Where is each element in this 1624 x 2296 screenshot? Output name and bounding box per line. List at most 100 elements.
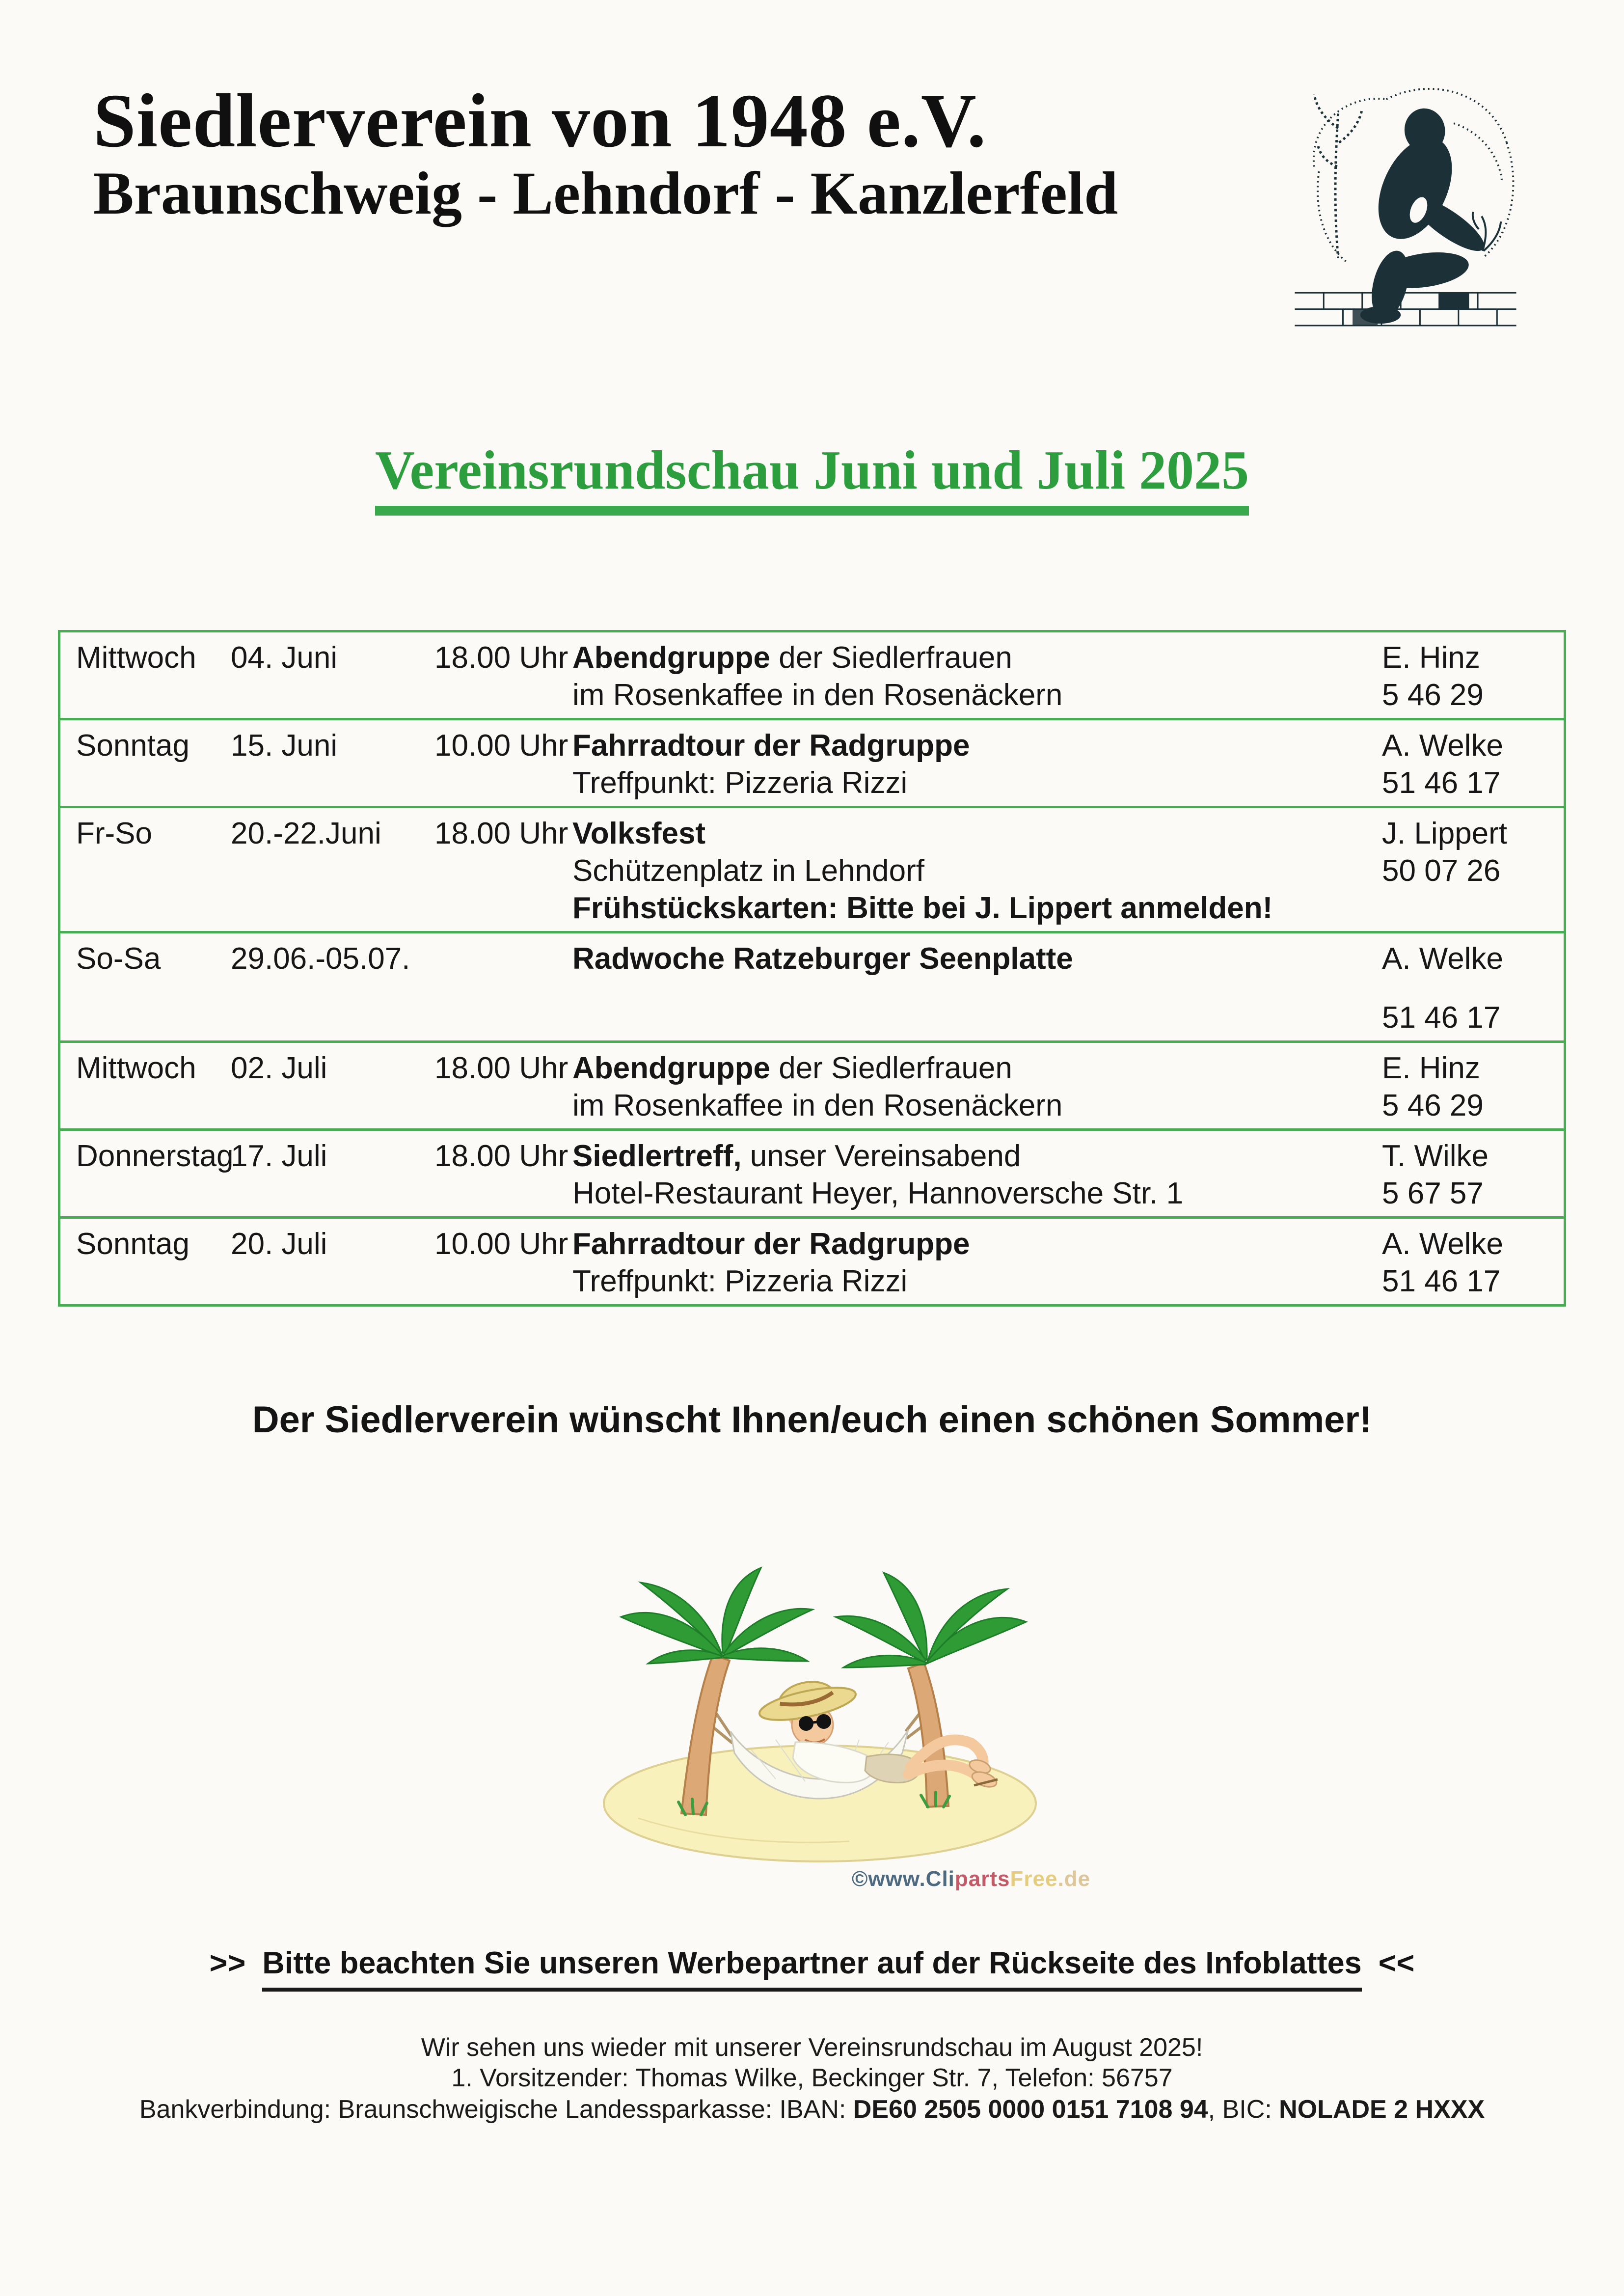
- event-time: 18.00 Uhr: [434, 1139, 568, 1173]
- events-table: Mittwoch 04. Juni 18.00 Uhr Abendgruppe der…: [58, 630, 1566, 1307]
- contact-phone: 51 46 17: [1382, 1264, 1501, 1298]
- event-description-line: Treffpunkt: Pizzeria Rizzi: [572, 765, 1382, 802]
- event-day: Mittwoch: [76, 641, 196, 675]
- event-time: [434, 940, 572, 1037]
- clipart-watermark: ©www.ClipartsFree.de: [852, 1867, 1090, 1891]
- event-description: Radwoche Ratzeburger Seenplatte: [572, 940, 1382, 1037]
- text-segment: Frühstückskarten: Bitte bei J. Lippert a…: [572, 891, 1273, 925]
- event-contact: E. Hinz 5 46 29: [1382, 1050, 1564, 1124]
- event-contact: A. Welke 51 46 17: [1382, 940, 1564, 1037]
- text-segment: Fahrradtour der Radgruppe: [572, 1227, 970, 1261]
- event-description: Volksfest Schützenplatz in Lehndorf Frühst…: [572, 815, 1382, 927]
- event-description: Abendgruppe der Siedlerfrauen im Rosenkaf…: [572, 639, 1382, 714]
- event-description: Abendgruppe der Siedlerfrauen im Rosenkaf…: [572, 1050, 1382, 1124]
- text-segment: Fahrradtour der Radgruppe: [572, 729, 970, 763]
- text-segment: Treffpunkt: Pizzeria Rizzi: [572, 1264, 908, 1298]
- event-description-line: Volksfest: [572, 815, 1382, 852]
- newsletter-title: Vereinsrundschau Juni und Juli 2025: [375, 443, 1249, 516]
- notice-text: Bitte beachten Sie unseren Werbepartner …: [262, 1945, 1362, 1992]
- event-day: Mittwoch: [76, 1051, 196, 1085]
- text-segment: Radwoche Ratzeburger Seenplatte: [572, 942, 1073, 976]
- text-segment: .de: [1057, 1867, 1091, 1891]
- event-description-line: Fahrradtour der Radgruppe: [572, 1226, 1382, 1263]
- text-segment: unser Vereinsabend: [741, 1139, 1021, 1173]
- text-segment: NOLADE 2 HXXX: [1279, 2095, 1485, 2124]
- text-segment: DE60 2505 0000 0151 7108 94: [853, 2095, 1208, 2124]
- text-segment: Volksfest: [572, 817, 706, 850]
- contact-name: A. Welke: [1382, 1227, 1503, 1261]
- footer-line-1: Wir sehen uns wieder mit unserer Vereins…: [421, 2033, 1203, 2062]
- event-description-line: im Rosenkaffee in den Rosenäckern: [572, 1087, 1382, 1124]
- event-contact: T. Wilke 5 67 57: [1382, 1138, 1564, 1212]
- event-date: 04. Juni: [231, 641, 338, 675]
- event-date: 15. Juni: [231, 729, 338, 763]
- event-description-line: Siedlertreff, unser Vereinsabend: [572, 1138, 1382, 1175]
- event-contact: E. Hinz 5 46 29: [1382, 639, 1564, 714]
- event-description: Siedlertreff, unser Vereinsabend Hotel-Re…: [572, 1138, 1382, 1212]
- event-description-line: Hotel-Restaurant Heyer, Hannoversche Str…: [572, 1175, 1382, 1212]
- event-description: Fahrradtour der Radgruppe Treffpunkt: Piz…: [572, 1226, 1382, 1300]
- contact-phone: 51 46 17: [1382, 766, 1501, 800]
- text-segment: der Siedlerfrauen: [770, 641, 1012, 675]
- text-segment: im Rosenkaffee in den Rosenäckern: [572, 1089, 1063, 1122]
- event-row: Fr-So 20.-22.Juni 18.00 Uhr Volksfest Schütz…: [60, 806, 1564, 931]
- contact-phone: 5 46 29: [1382, 678, 1484, 712]
- event-day: Donnerstag: [76, 1139, 234, 1173]
- event-description-line: Schützenplatz in Lehndorf: [572, 852, 1382, 890]
- text-segment: Hotel-Restaurant Heyer, Hannoversche Str…: [572, 1176, 1184, 1210]
- footer-line-bank: Bankverbindung: Braunschweigische Landes…: [0, 2095, 1624, 2124]
- event-contact: A. Welke 51 46 17: [1382, 727, 1564, 802]
- event-date: 17. Juli: [231, 1139, 327, 1173]
- text-segment: Free: [1010, 1867, 1058, 1891]
- contact-name: E. Hinz: [1382, 1051, 1480, 1085]
- event-contact: J. Lippert 50 07 26: [1382, 815, 1564, 927]
- event-day: Sonntag: [76, 729, 189, 763]
- text-segment: Siedlertreff,: [572, 1139, 742, 1173]
- event-description-line: im Rosenkaffee in den Rosenäckern: [572, 677, 1382, 714]
- event-row: Sonntag 20. Juli 10.00 Uhr Fahrradtour der …: [60, 1216, 1564, 1304]
- text-segment: parts: [954, 1867, 1010, 1891]
- event-row: Donnerstag 17. Juli 18.00 Uhr Siedlertreff,…: [60, 1128, 1564, 1216]
- contact-phone: 5 46 29: [1382, 1089, 1484, 1122]
- contact-name: A. Welke: [1382, 729, 1503, 763]
- event-description-line: Treffpunkt: Pizzeria Rizzi: [572, 1263, 1382, 1300]
- summer-message: Der Siedlerverein wünscht Ihnen/euch ein…: [252, 1399, 1372, 1441]
- event-time: 18.00 Uhr: [434, 1051, 568, 1085]
- contact-name: E. Hinz: [1382, 641, 1480, 675]
- club-subtitle: Braunschweig - Lehndorf - Kanzlerfeld: [93, 160, 1118, 227]
- event-description-line: Fahrradtour der Radgruppe: [572, 727, 1382, 765]
- text-segment: , BIC:: [1208, 2095, 1279, 2124]
- event-date: 29.06.-05.07.: [231, 942, 410, 976]
- notice-arrows-right: <<: [1378, 1946, 1415, 1980]
- event-row: Mittwoch 04. Juni 18.00 Uhr Abendgruppe der…: [60, 632, 1564, 718]
- notice-line: >> Bitte beachten Sie unseren Werbepartne…: [0, 1945, 1624, 1992]
- contact-name: T. Wilke: [1382, 1139, 1489, 1173]
- footer-line-2: 1. Vorsitzender: Thomas Wilke, Beckinger…: [451, 2064, 1173, 2092]
- text-segment: Abendgruppe: [572, 641, 770, 675]
- event-day: Sonntag: [76, 1227, 189, 1261]
- text-segment: ©www.Cli: [852, 1867, 955, 1891]
- event-date: 20.-22.Juni: [231, 817, 381, 850]
- event-time: 10.00 Uhr: [434, 1227, 568, 1261]
- contact-phone: 5 67 57: [1382, 1176, 1484, 1210]
- event-time: 10.00 Uhr: [434, 729, 568, 763]
- text-segment: Bankverbindung: Braunschweigische Landes…: [139, 2095, 853, 2124]
- event-day: Fr-So: [76, 817, 152, 850]
- hammock-cartoon-icon: [603, 1566, 1037, 1862]
- notice-arrows-left: >>: [209, 1946, 246, 1980]
- event-row: So-Sa 29.06.-05.07. Radwoche Ratzeburger S…: [60, 931, 1564, 1040]
- text-segment: Treffpunkt: Pizzeria Rizzi: [572, 766, 908, 800]
- text-segment: der Siedlerfrauen: [770, 1051, 1012, 1085]
- contact-phone: 51 46 17: [1382, 1001, 1501, 1035]
- newsletter-title-row: Vereinsrundschau Juni und Juli 2025: [0, 443, 1624, 516]
- event-description: Fahrradtour der Radgruppe Treffpunkt: Piz…: [572, 727, 1382, 802]
- event-description-line: Frühstückskarten: Bitte bei J. Lippert a…: [572, 890, 1382, 927]
- kneeling-gardener-logo-icon: [1295, 88, 1516, 327]
- event-description-line: Radwoche Ratzeburger Seenplatte: [572, 940, 1382, 978]
- event-row: Sonntag 15. Juni 10.00 Uhr Fahrradtour der …: [60, 718, 1564, 806]
- event-date: 20. Juli: [231, 1227, 327, 1261]
- text-segment: Abendgruppe: [572, 1051, 770, 1085]
- event-day: So-Sa: [76, 942, 161, 976]
- event-time: 18.00 Uhr: [434, 817, 568, 850]
